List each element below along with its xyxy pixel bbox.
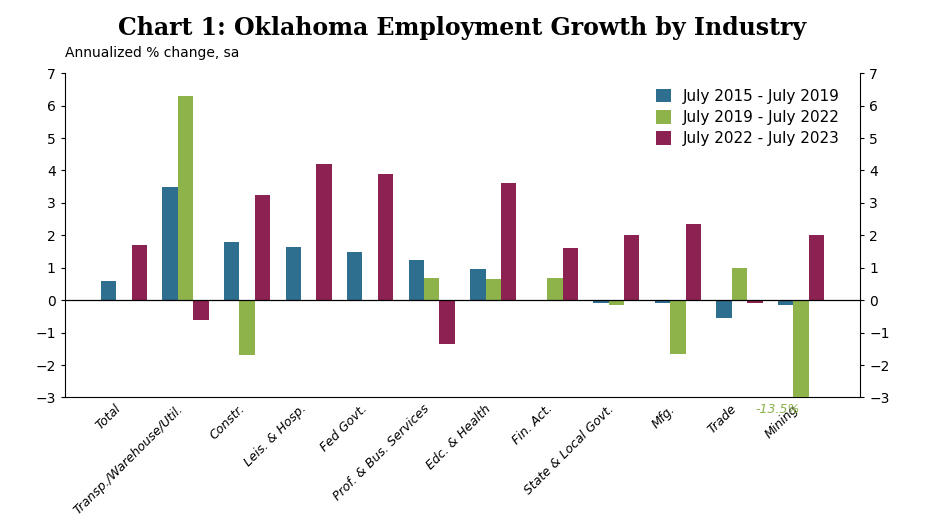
Bar [286,247,301,300]
Bar [747,300,762,303]
Bar [655,300,671,303]
Text: Annualized % change, sa: Annualized % change, sa [65,46,240,60]
Bar [439,300,455,344]
Bar [131,245,147,300]
Bar [224,242,240,300]
Bar [409,259,424,300]
Bar [240,300,254,355]
Bar [808,235,824,300]
Bar [501,184,516,300]
Bar [624,235,639,300]
Bar [254,195,270,300]
Bar [547,278,562,300]
Bar [347,252,363,300]
Bar [470,269,486,300]
Bar [685,224,701,300]
Bar [778,300,794,305]
Bar [101,281,117,300]
Bar [609,300,624,305]
Bar [593,300,609,303]
Legend: July 2015 - July 2019, July 2019 - July 2022, July 2022 - July 2023: July 2015 - July 2019, July 2019 - July … [651,84,845,151]
Bar [163,187,178,300]
Bar [794,300,808,397]
Bar [732,268,747,300]
Text: -13.5%: -13.5% [756,403,800,416]
Bar [316,164,332,300]
Bar [671,300,685,354]
Bar [378,174,393,300]
Bar [716,300,732,318]
Bar [178,96,193,300]
Text: Chart 1: Oklahoma Employment Growth by Industry: Chart 1: Oklahoma Employment Growth by I… [118,16,807,40]
Bar [486,279,501,300]
Bar [424,278,439,300]
Bar [193,300,209,320]
Bar [562,248,578,300]
